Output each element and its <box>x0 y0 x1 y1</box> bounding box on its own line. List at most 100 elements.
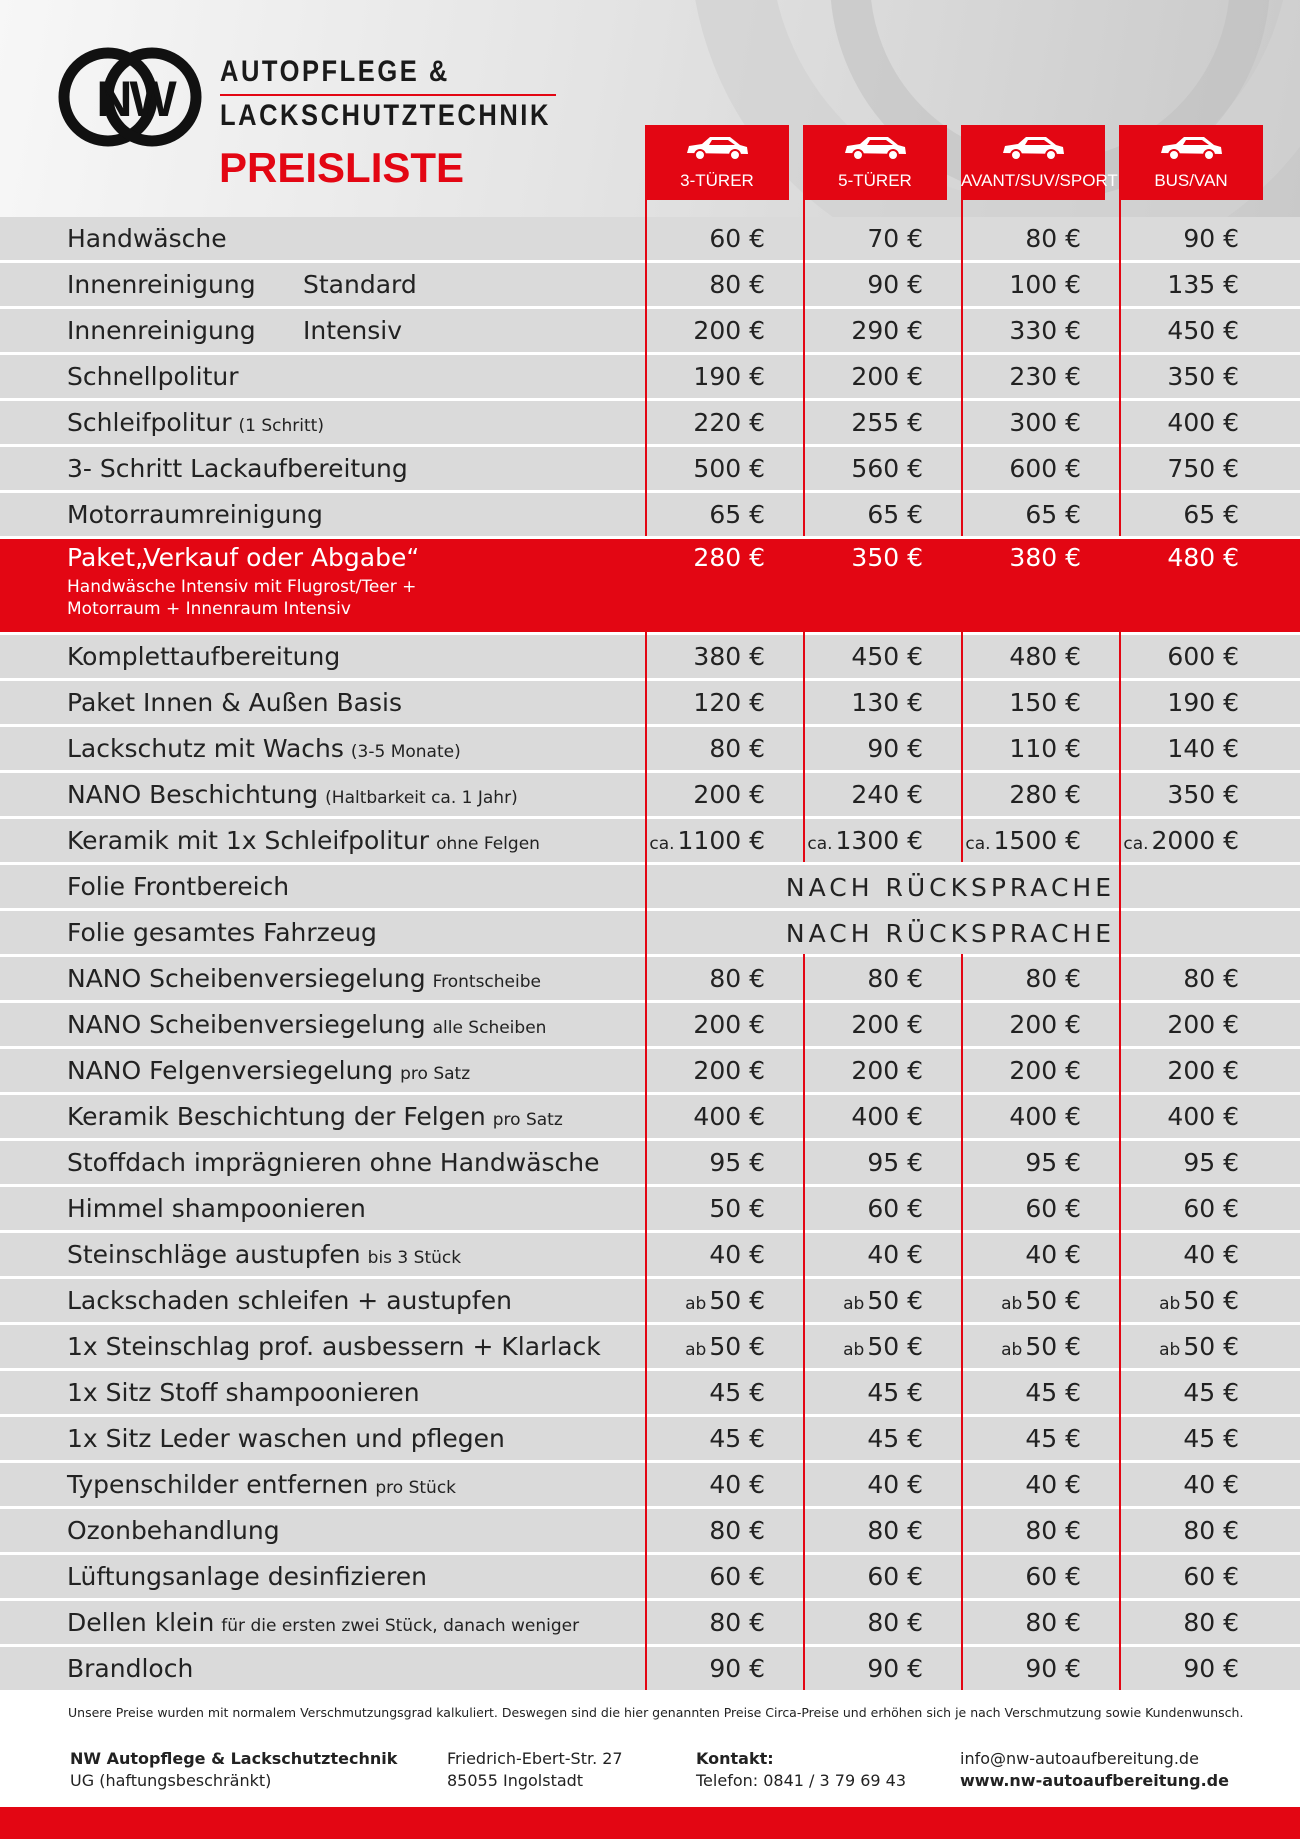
column-line <box>803 1000 805 1046</box>
service-name: Keramik mit 1x Schleifpolitur ohne Felgen <box>67 826 540 855</box>
price: 45 € <box>1025 1378 1081 1407</box>
column-line <box>1119 1230 1121 1276</box>
column-line <box>803 1138 805 1184</box>
price: 80 € <box>709 1516 765 1545</box>
price: 255 € <box>851 408 923 437</box>
price: 60 € <box>709 224 765 253</box>
column-line <box>645 306 647 352</box>
price: 40 € <box>867 1470 923 1499</box>
service-note: ohne Felgen <box>436 834 540 854</box>
price-prefix: ab <box>843 1294 865 1314</box>
price-prefix: ab <box>843 1340 865 1360</box>
price-row: Steinschläge austupfen bis 3 Stück 40 € 40 … <box>0 1233 1300 1276</box>
email[interactable]: info@nw-autoaufbereitung.de <box>960 1749 1199 1768</box>
service-title: Keramik Beschichtung der Felgen <box>67 1102 486 1131</box>
column-line <box>961 1552 963 1598</box>
column-line <box>961 1460 963 1506</box>
website[interactable]: www.nw-autoaufbereitung.de <box>960 1771 1229 1790</box>
price: ca. 1500 € <box>961 826 1081 855</box>
price: 95 € <box>1183 1148 1239 1177</box>
column-line <box>1119 1276 1121 1322</box>
price: 280 € <box>1009 780 1081 809</box>
column-line <box>645 1552 647 1598</box>
column-line <box>961 954 963 1000</box>
column-line <box>1119 816 1121 862</box>
column-line <box>961 1276 963 1322</box>
column-line <box>645 1506 647 1552</box>
price: ca. 1100 € <box>645 826 765 855</box>
column-line <box>1119 1414 1121 1460</box>
price: ab 50 € <box>645 1332 765 1361</box>
price: 80 € <box>1025 224 1081 253</box>
price: ab 50 € <box>645 1286 765 1315</box>
price: 45 € <box>867 1424 923 1453</box>
price: 45 € <box>1183 1378 1239 1407</box>
price-prefix: ab <box>1159 1340 1181 1360</box>
price: 100 € <box>1009 270 1081 299</box>
column-line <box>803 1598 805 1644</box>
service-title: 1x Sitz Stoff shampoonieren <box>67 1378 420 1407</box>
service-title: Folie gesamtes Fahrzeug <box>67 918 377 947</box>
price-amount: 50 € <box>867 1286 923 1315</box>
column-line <box>1119 200 1121 217</box>
column-line <box>1119 1460 1121 1506</box>
column-line <box>961 1230 963 1276</box>
service-name: Paket Innen & Außen Basis <box>67 688 402 717</box>
service-name: 1x Steinschlag prof. ausbessern + Klarla… <box>67 1332 601 1361</box>
price: 400 € <box>1167 1102 1239 1131</box>
service-title: Himmel shampoonieren <box>67 1194 366 1223</box>
column-line <box>645 1368 647 1414</box>
car-icon <box>803 133 947 165</box>
price-amount: 50 € <box>1183 1332 1239 1361</box>
column-line <box>961 678 963 724</box>
service-title: Steinschläge austupfen <box>67 1240 361 1269</box>
column-line <box>961 632 963 678</box>
car-icon <box>645 133 789 165</box>
price: 400 € <box>1009 1102 1081 1131</box>
column-line <box>645 678 647 724</box>
service-name: Stoffdach imprägnieren ohne Handwäsche <box>67 1148 600 1177</box>
price: 40 € <box>709 1240 765 1269</box>
column-line <box>803 260 805 306</box>
service-name: Ozonbehandlung <box>67 1516 280 1545</box>
price: 120 € <box>693 688 765 717</box>
service-note: alle Scheiben <box>432 1018 547 1038</box>
title: PREISLISTE <box>219 144 465 191</box>
price: 65 € <box>1025 500 1081 529</box>
column-line <box>645 1460 647 1506</box>
service-title: 1x Sitz Leder waschen und pflegen <box>67 1424 505 1453</box>
price-prefix: ab <box>1001 1294 1023 1314</box>
price: 280 € <box>693 543 765 572</box>
price: 600 € <box>1167 642 1239 671</box>
service-title: 1x Steinschlag prof. ausbessern + Klarla… <box>67 1332 601 1361</box>
price: ab 50 € <box>961 1332 1081 1361</box>
phone: Telefon: 0841 / 3 79 69 43 <box>696 1771 907 1790</box>
service-name: NANO Beschichtung (Haltbarkeit ca. 1 Jahr… <box>67 780 518 809</box>
price: 60 € <box>867 1194 923 1223</box>
service-name: 1x Sitz Leder waschen und pflegen <box>67 1424 505 1453</box>
price-prefix: ca. <box>1123 834 1149 854</box>
column-label: 3-TÜRER <box>680 171 754 190</box>
price: 40 € <box>709 1470 765 1499</box>
column-line <box>803 398 805 444</box>
service-variant: Intensiv <box>303 316 403 345</box>
price-row: Paket Innen & Außen Basis 120 € 130 € 150 €… <box>0 681 1300 724</box>
column-line <box>645 908 647 954</box>
price: 200 € <box>851 362 923 391</box>
price: 60 € <box>1183 1194 1239 1223</box>
column-line <box>1119 306 1121 352</box>
price: 65 € <box>1183 500 1239 529</box>
service-title: Lackschutz mit Wachs <box>67 734 344 763</box>
column-line <box>645 398 647 444</box>
price: 80 € <box>709 964 765 993</box>
column-line <box>803 1322 805 1368</box>
column-line <box>645 1046 647 1092</box>
price: 40 € <box>1183 1470 1239 1499</box>
column-header: 5-TÜRER <box>803 125 947 200</box>
price-prefix: ab <box>1001 1340 1023 1360</box>
column-line <box>645 352 647 398</box>
column-line <box>645 1184 647 1230</box>
price-amount: 50 € <box>1025 1332 1081 1361</box>
column-line <box>803 1644 805 1690</box>
bottom-bar <box>0 1807 1300 1839</box>
